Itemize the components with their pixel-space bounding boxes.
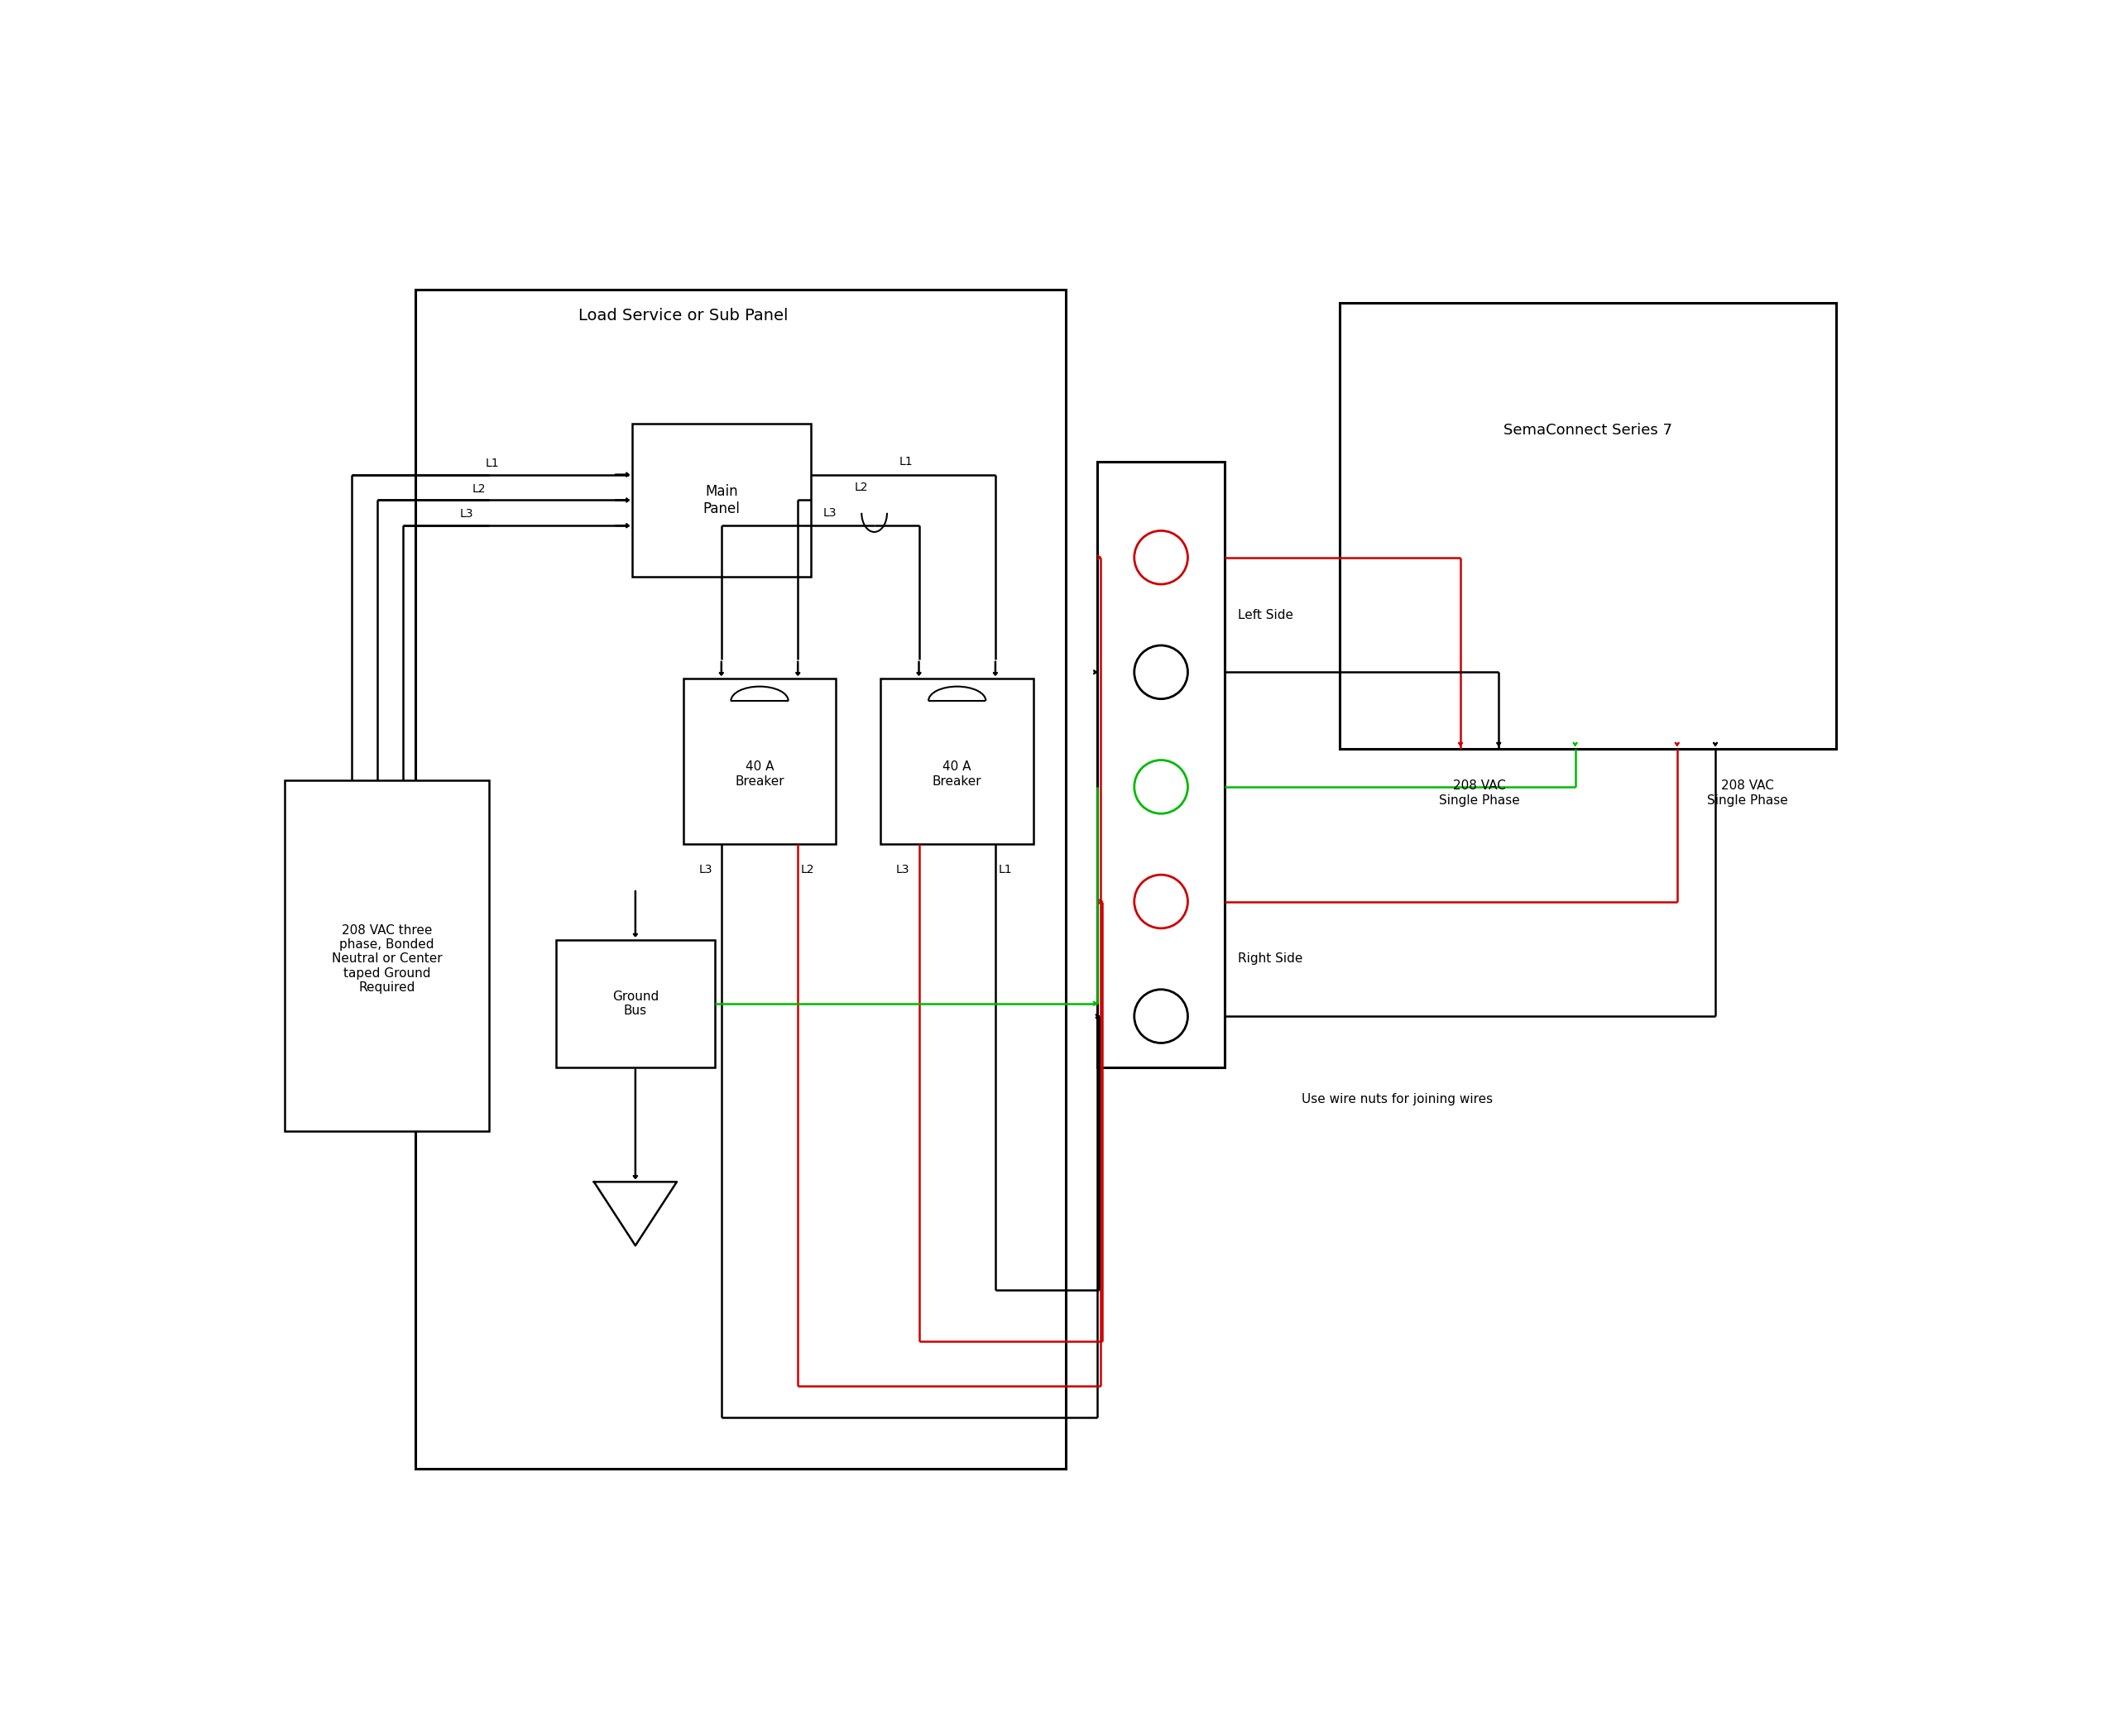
Circle shape [1135, 531, 1188, 585]
Text: Use wire nuts for joining wires: Use wire nuts for joining wires [1302, 1094, 1492, 1106]
Text: L1: L1 [899, 457, 914, 467]
Text: 208 VAC
Single Phase: 208 VAC Single Phase [1439, 779, 1519, 807]
Text: L2: L2 [473, 483, 485, 495]
Text: L3: L3 [897, 865, 909, 875]
Bar [1340, 302, 1836, 748]
Text: 208 VAC
Single Phase: 208 VAC Single Phase [1707, 779, 1787, 807]
Circle shape [1135, 646, 1188, 700]
Text: Left Side: Left Side [1236, 609, 1293, 621]
Text: Load Service or Sub Panel: Load Service or Sub Panel [578, 307, 787, 323]
Text: Ground
Bus: Ground Bus [612, 990, 658, 1017]
Text: SemaConnect Series 7: SemaConnect Series 7 [1504, 422, 1673, 437]
Bar [684, 679, 836, 844]
Text: L2: L2 [800, 865, 814, 875]
Bar [416, 290, 1066, 1469]
Circle shape [1135, 990, 1188, 1043]
Circle shape [1135, 760, 1188, 814]
Text: L3: L3 [823, 507, 836, 519]
Text: L2: L2 [855, 481, 869, 493]
Bar [285, 781, 490, 1130]
Text: L3: L3 [698, 865, 713, 875]
Text: 40 A
Breaker: 40 A Breaker [734, 760, 785, 788]
Text: 40 A
Breaker: 40 A Breaker [933, 760, 981, 788]
Text: Right Side: Right Side [1236, 953, 1302, 965]
Text: L3: L3 [460, 509, 473, 521]
Text: L1: L1 [998, 865, 1013, 875]
Bar [880, 679, 1034, 844]
Text: Main
Panel: Main Panel [703, 484, 741, 516]
Bar [1097, 462, 1224, 1068]
Text: 208 VAC three
phase, Bonded
Neutral or Center
taped Ground
Required: 208 VAC three phase, Bonded Neutral or C… [331, 924, 443, 995]
Circle shape [1135, 875, 1188, 929]
Bar [633, 424, 810, 576]
Bar [555, 939, 715, 1068]
Text: L1: L1 [485, 457, 498, 469]
